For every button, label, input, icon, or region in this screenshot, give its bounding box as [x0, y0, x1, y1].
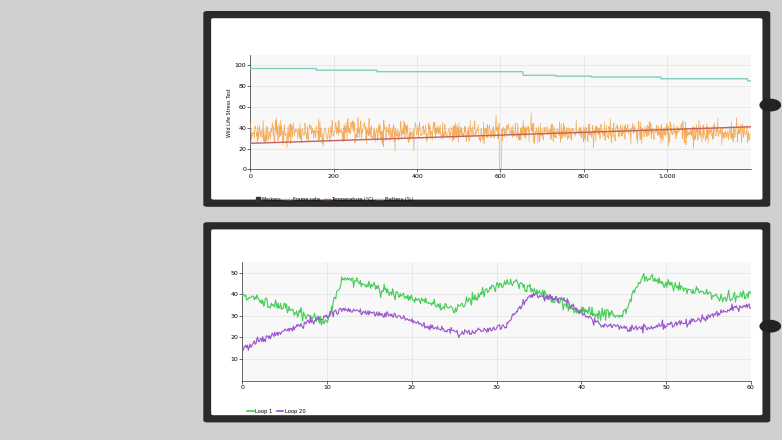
Legend: Loop 1, Loop 20: Loop 1, Loop 20: [245, 407, 307, 416]
Legend: Markers, Frame rate, Temperature (°C), Battery (%): Markers, Frame rate, Temperature (°C), B…: [253, 194, 415, 204]
Y-axis label: Wild Life Stress Test: Wild Life Stress Test: [227, 88, 231, 136]
